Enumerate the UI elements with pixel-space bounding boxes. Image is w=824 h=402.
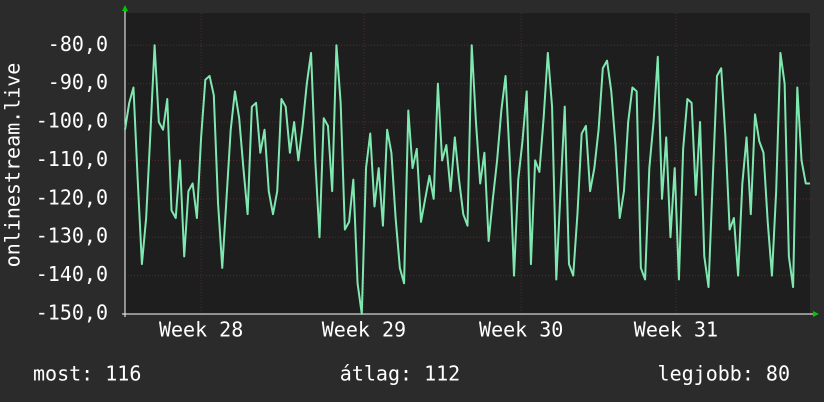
y-tick-label: -140,0 [36, 262, 108, 286]
y-tick-label: -150,0 [36, 301, 108, 325]
y-tick-label: -80,0 [48, 32, 108, 56]
y-tick-label: -120,0 [36, 185, 108, 209]
y-tick-label: -90,0 [48, 70, 108, 94]
footer-current: most: 116 [33, 362, 141, 386]
y-axis-label: onlinestream.live [1, 63, 25, 268]
y-tick-label: -100,0 [36, 109, 108, 133]
x-tick-label: Week 28 [159, 318, 243, 342]
x-tick-label: Week 29 [322, 318, 406, 342]
x-axis-arrow [813, 311, 819, 317]
y-tick-label: -130,0 [36, 224, 108, 248]
x-tick-label: Week 30 [479, 318, 563, 342]
y-tick-label: -110,0 [36, 147, 108, 171]
plot-area [125, 13, 810, 314]
data-line [124, 44, 810, 315]
footer-average: átlag: 112 [340, 362, 460, 386]
x-tick-label: Week 31 [634, 318, 718, 342]
y-axis-arrow [122, 5, 128, 11]
footer-best: legjobb: 80 [658, 362, 790, 386]
